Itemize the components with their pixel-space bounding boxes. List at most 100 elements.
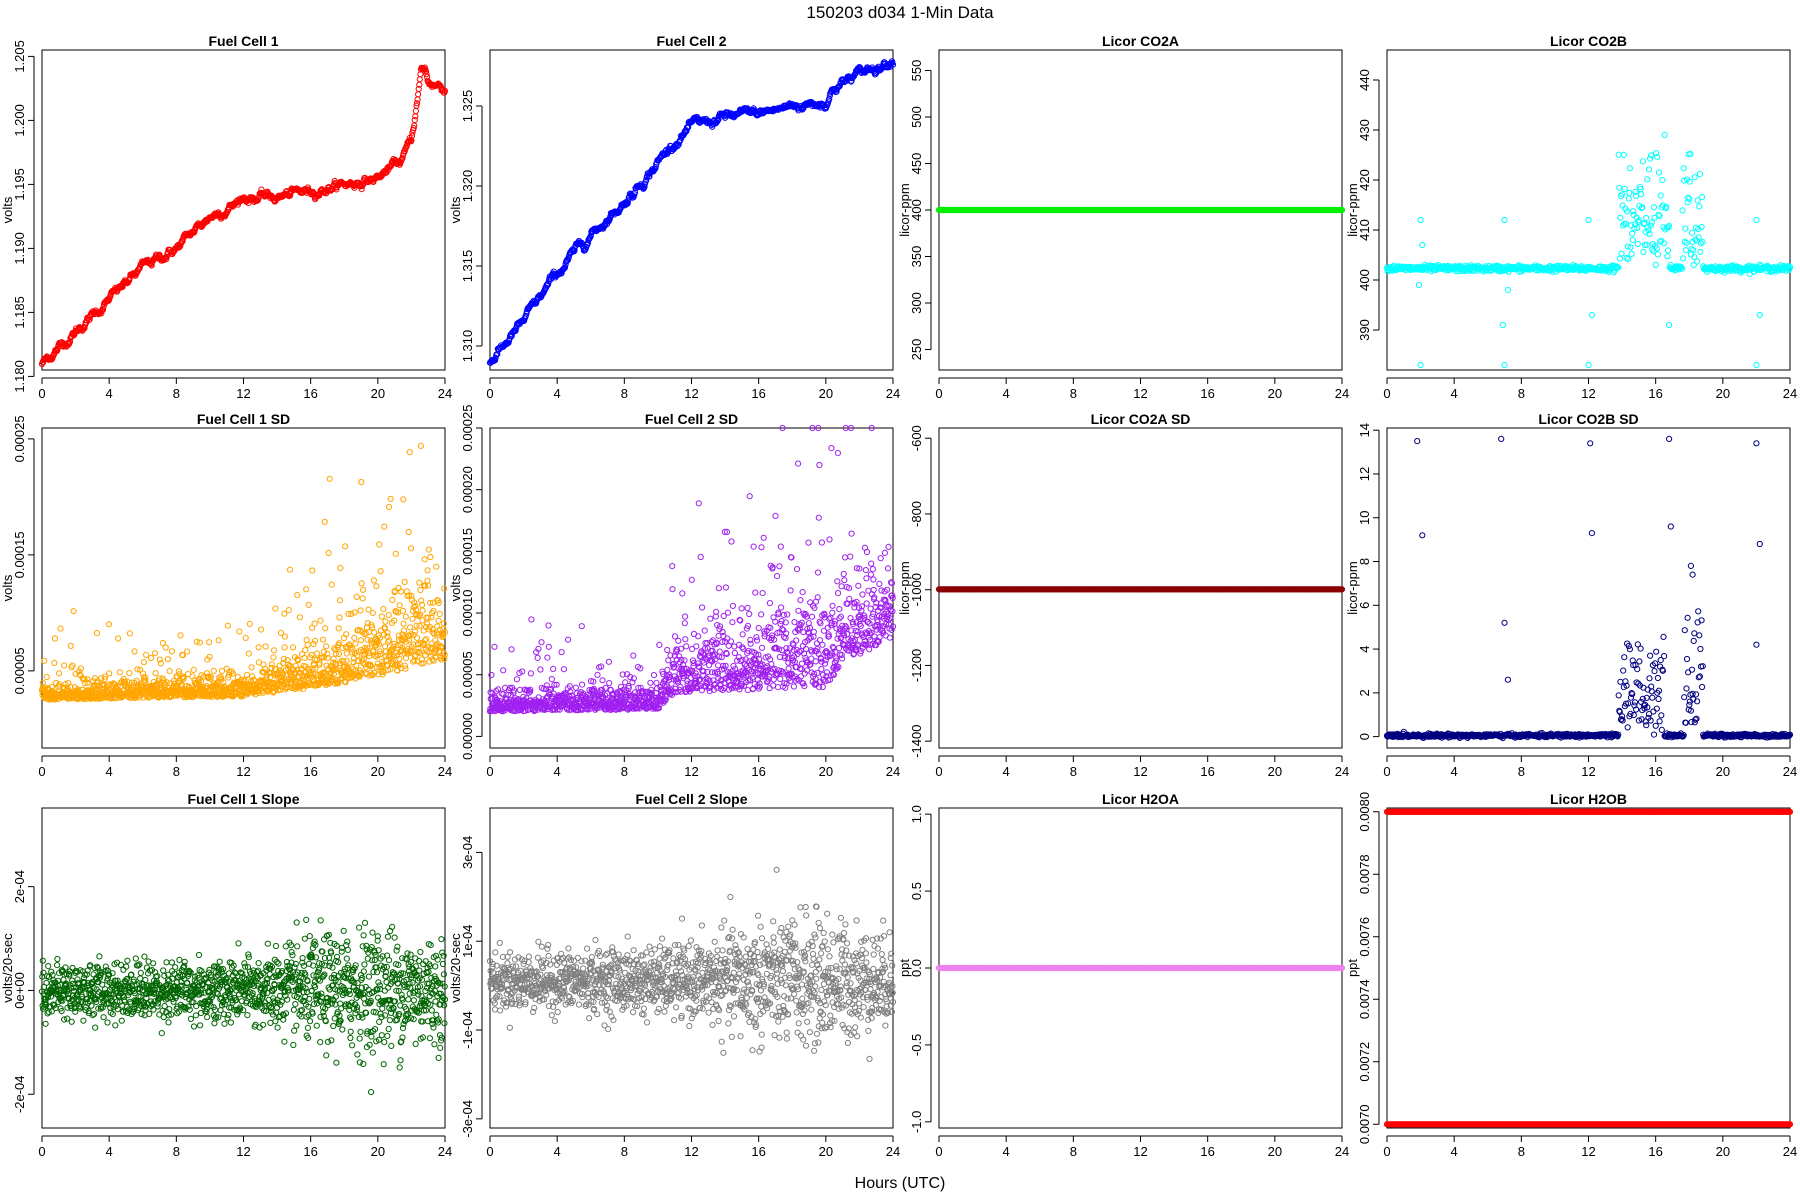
data-point [1645,166,1653,173]
data-point [302,647,309,654]
y-tick-label: 1.310 [460,330,475,363]
data-point [1585,216,1592,224]
data-point [312,637,319,645]
data-point [669,586,676,593]
data-point [311,620,318,627]
data-point [1682,247,1690,254]
data-point [67,642,74,650]
y-tick-label: 0.00005 [460,651,475,698]
data-point [148,654,155,662]
data-point [681,620,688,627]
data-point [399,607,407,614]
data-point [148,262,155,269]
data-point [305,601,312,609]
data-point [319,636,327,643]
data-point [513,676,521,683]
data-point [419,607,426,614]
data-point [1419,241,1426,249]
data-point [310,640,317,648]
data-point [405,528,412,536]
data-point [272,605,279,612]
data-point [412,113,419,120]
chart-panel: Fuel Cell 10 4 8 12 16 20 241.1801.1851.1901.1… [0,33,452,401]
data-point [43,673,50,681]
data-points [38,64,449,368]
data-point [364,636,371,643]
panel-title: Fuel Cell 1 SD [197,411,290,427]
y-axis-title: volts [0,574,15,601]
data-point [548,676,555,683]
data-point [325,549,332,557]
data-point [377,568,384,575]
panel-title: Fuel Cell 2 [656,33,726,49]
data-point [537,666,544,673]
data-point [425,546,432,553]
data-point [1499,321,1507,329]
data-point [1664,247,1672,254]
data-point [335,625,342,632]
data-point [119,283,126,290]
data-point [1504,286,1512,294]
panel-title: Licor CO2A [1102,33,1179,49]
data-point [162,644,169,651]
data-point [281,610,288,617]
data-point [309,567,316,574]
data-point [303,636,310,644]
y-axis-title: licor-ppm [897,183,912,236]
data-point [1679,207,1686,214]
data-point [1626,165,1634,172]
data-point [248,664,255,671]
data-point [1656,212,1663,219]
data-point [1638,191,1645,198]
data-point [1616,184,1623,191]
data-point [268,661,275,668]
chart-panel: Fuel Cell 1 SD0 4 8 12 16 20 240.000050.000150… [0,411,452,779]
y-tick-label: 1.325 [460,90,475,123]
data-point [370,577,377,584]
data-point [385,503,393,511]
data-point [365,628,372,636]
x-tick-label: 8 [173,386,180,401]
data-point [433,563,440,570]
x-tick-label: 16 [1648,386,1662,401]
x-tick-label: 20 [1268,386,1282,401]
x-tick-label: 0 [38,764,45,779]
data-point [1650,204,1658,211]
data-point [245,650,252,657]
x-tick-label: 4 [1003,386,1010,401]
data-point [351,634,358,642]
x-tick-label: 12 [1133,386,1147,401]
x-tick-label: 4 [554,386,561,401]
data-point [294,592,301,599]
data-point [1697,248,1704,255]
data-point [246,620,253,628]
y-tick-label: 0.00020 [460,466,475,513]
data-point [558,649,565,656]
data-point [545,622,552,629]
data-point [508,646,515,653]
data-point [1616,255,1623,262]
data-point [281,644,288,651]
data-point [682,636,689,643]
data-point [415,91,422,98]
data-point [1625,195,1632,202]
data-points [935,206,1346,214]
data-point [1585,361,1592,369]
data-point [358,580,365,587]
plot-frame [41,49,446,371]
data-point [1417,216,1424,224]
x-tick-label: 16 [751,764,765,779]
data-point [69,662,76,669]
data-point [417,442,424,449]
x-tick-label: 24 [886,386,900,401]
data-point [1680,165,1687,172]
x-tick-label: 8 [621,764,628,779]
data-point [378,613,385,620]
panels: Fuel Cell 10 4 8 12 16 20 241.1801.1851.1901.1… [0,33,1797,1159]
y-tick-label: 250 [909,339,924,361]
data-point [682,613,689,620]
x-tick-label: 4 [1451,386,1458,401]
data-point [668,680,675,687]
data-point [359,586,367,593]
